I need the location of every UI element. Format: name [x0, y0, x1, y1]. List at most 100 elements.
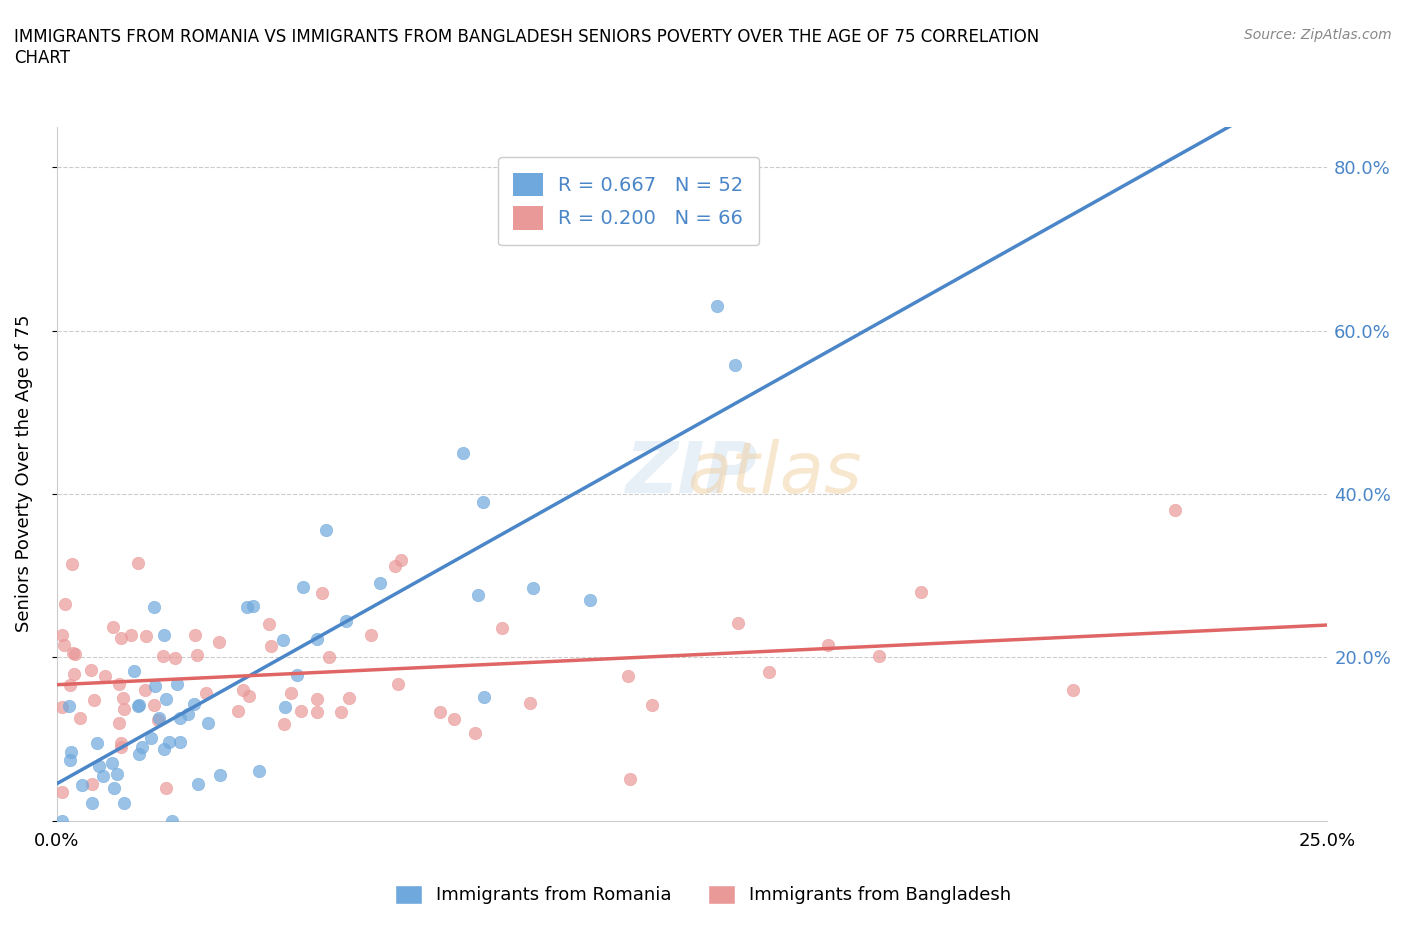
Point	[368, 576, 391, 591]
Point	[86, 736, 108, 751]
Point	[160, 814, 183, 829]
Y-axis label: Seniors Poverty Over the Age of 75: Seniors Poverty Over the Age of 75	[15, 315, 32, 632]
Point	[305, 631, 328, 646]
Text: atlas: atlas	[688, 439, 862, 508]
Point	[51, 699, 73, 714]
Point	[360, 628, 382, 643]
Point	[79, 662, 101, 677]
Point	[443, 711, 465, 726]
Point	[330, 705, 353, 720]
Point	[758, 665, 780, 680]
Point	[152, 649, 174, 664]
Point	[208, 634, 231, 649]
Point	[260, 638, 283, 653]
Point	[112, 701, 135, 716]
Point	[127, 555, 149, 570]
Point	[1163, 503, 1185, 518]
Point	[94, 669, 117, 684]
Point	[727, 616, 749, 631]
Point	[910, 585, 932, 600]
Point	[617, 669, 640, 684]
Point	[89, 759, 111, 774]
Point	[131, 739, 153, 754]
Point	[273, 717, 295, 732]
Point	[110, 736, 132, 751]
Point	[315, 523, 337, 538]
Point	[63, 647, 86, 662]
Point	[318, 649, 340, 664]
Point	[1062, 683, 1084, 698]
Point	[145, 678, 167, 693]
Point	[107, 715, 129, 730]
Point	[62, 645, 84, 660]
Point	[274, 699, 297, 714]
Point	[335, 614, 357, 629]
Point	[619, 772, 641, 787]
Point	[166, 676, 188, 691]
Point	[472, 495, 495, 510]
Point	[271, 632, 294, 647]
Point	[208, 767, 231, 782]
Point	[153, 741, 176, 756]
Point	[307, 691, 329, 706]
Point	[59, 677, 82, 692]
Point	[197, 716, 219, 731]
Point	[60, 556, 83, 571]
Point	[868, 648, 890, 663]
Point	[247, 764, 270, 778]
Point	[155, 780, 177, 795]
Point	[141, 731, 163, 746]
Point	[387, 677, 409, 692]
Legend: R = 0.667   N = 52, R = 0.200   N = 66: R = 0.667 N = 52, R = 0.200 N = 66	[498, 157, 759, 246]
Point	[242, 598, 264, 613]
Point	[519, 696, 541, 711]
Point	[451, 445, 474, 460]
Text: IMMIGRANTS FROM ROMANIA VS IMMIGRANTS FROM BANGLADESH SENIORS POVERTY OVER THE A: IMMIGRANTS FROM ROMANIA VS IMMIGRANTS FR…	[14, 28, 1039, 67]
Point	[70, 777, 93, 792]
Point	[127, 698, 149, 713]
Point	[143, 698, 166, 712]
Point	[169, 711, 191, 726]
Point	[257, 617, 280, 631]
Point	[152, 627, 174, 642]
Point	[236, 599, 259, 614]
Legend: Immigrants from Romania, Immigrants from Bangladesh: Immigrants from Romania, Immigrants from…	[388, 878, 1018, 911]
Point	[187, 777, 209, 791]
Point	[120, 627, 142, 642]
Point	[51, 814, 73, 829]
Point	[165, 651, 187, 666]
Point	[110, 739, 132, 754]
Point	[105, 766, 128, 781]
Point	[128, 698, 150, 712]
Point	[107, 676, 129, 691]
Point	[128, 746, 150, 761]
Point	[641, 698, 664, 712]
Point	[53, 638, 76, 653]
Point	[148, 711, 170, 725]
Point	[238, 689, 260, 704]
Point	[69, 711, 91, 725]
Point	[91, 769, 114, 784]
Point	[157, 734, 180, 749]
Point	[339, 691, 361, 706]
Point	[285, 668, 308, 683]
Point	[143, 600, 166, 615]
Point	[491, 621, 513, 636]
Point	[464, 725, 486, 740]
Text: ZIP: ZIP	[626, 439, 758, 508]
Point	[135, 629, 157, 644]
Point	[122, 663, 145, 678]
Point	[63, 667, 86, 682]
Point	[280, 685, 302, 700]
Point	[59, 744, 82, 759]
Point	[101, 755, 124, 770]
Point	[146, 713, 169, 728]
Point	[724, 358, 747, 373]
Point	[522, 580, 544, 595]
Point	[232, 683, 254, 698]
Point	[472, 689, 495, 704]
Point	[195, 685, 218, 700]
Point	[384, 558, 406, 573]
Point	[53, 597, 76, 612]
Point	[177, 707, 200, 722]
